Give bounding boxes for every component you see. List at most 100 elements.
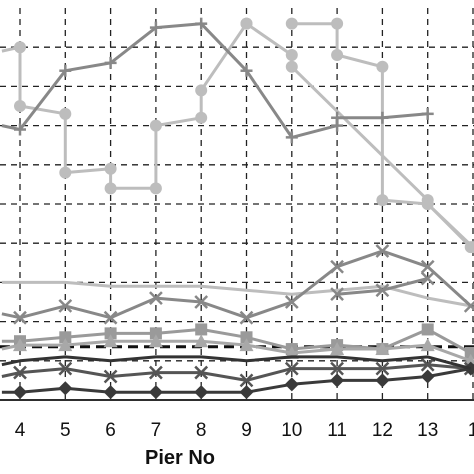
x-tick-label: 1	[468, 420, 474, 441]
data-point-plus	[376, 111, 389, 124]
series-9	[1, 361, 474, 400]
data-point-plus	[14, 123, 26, 136]
x-stroke-2	[420, 357, 435, 372]
series-group	[1, 17, 474, 400]
data-point-x	[420, 271, 435, 286]
x-stroke-2	[149, 291, 163, 305]
data-point-diamond	[58, 381, 73, 396]
data-point-diamond	[420, 369, 435, 384]
x-tick-label: 7	[151, 420, 162, 441]
data-point-diamond	[13, 385, 27, 400]
data-point-circle	[195, 111, 208, 124]
x-stroke-2	[194, 365, 209, 380]
x-stroke-2	[330, 259, 344, 274]
x-stroke-2	[103, 369, 118, 384]
series-line	[1, 367, 471, 394]
data-point-square	[59, 331, 72, 344]
series-7	[1, 334, 474, 367]
x-stroke-2	[239, 373, 254, 388]
data-point-x	[420, 357, 435, 372]
x-stroke-2	[13, 310, 27, 325]
data-point-x	[375, 244, 390, 258]
data-point-diamond	[148, 385, 163, 400]
data-point-x	[103, 369, 118, 384]
data-point-circle	[14, 100, 26, 112]
data-point-circle	[376, 60, 389, 73]
data-point-circle	[195, 84, 208, 97]
series-1	[285, 17, 474, 254]
data-point-plus	[285, 131, 298, 144]
x-stroke-2	[58, 361, 73, 376]
x-stroke-2	[375, 244, 390, 258]
data-point-circle	[14, 41, 26, 54]
data-point-x	[375, 361, 390, 376]
x-ticks: 4 5 6 7 8 9 10 11 12 13 1	[15, 420, 474, 441]
x-tick-label: 11	[327, 420, 347, 441]
x-tick-label: 10	[281, 420, 302, 441]
series-line	[291, 22, 472, 249]
series-line	[1, 22, 428, 139]
data-point-diamond	[194, 385, 209, 400]
series-line	[1, 339, 472, 363]
data-point-x	[103, 310, 118, 325]
data-point-x	[330, 287, 344, 302]
data-point-plus	[331, 111, 344, 124]
data-point-plus	[421, 107, 434, 120]
data-point-x	[330, 259, 344, 274]
data-point-x	[239, 373, 254, 388]
x-stroke-2	[13, 365, 27, 380]
data-point-plus	[149, 21, 162, 34]
x-stroke-2	[239, 310, 254, 325]
x-tick-label: 4	[15, 420, 26, 441]
data-point-triangle	[148, 334, 163, 348]
data-point-circle	[331, 17, 344, 30]
data-point-circle	[285, 49, 298, 62]
data-point-circle	[240, 17, 253, 30]
data-point-x	[463, 299, 474, 313]
series-2	[1, 17, 434, 144]
data-point-x	[149, 291, 163, 305]
data-point-circle	[464, 241, 474, 254]
data-point-square	[195, 323, 208, 336]
x-stroke-2	[284, 361, 299, 376]
data-point-x	[420, 259, 435, 274]
data-point-square	[149, 327, 162, 340]
data-point-square	[104, 327, 117, 340]
series-line	[1, 363, 471, 382]
data-point-diamond	[330, 373, 345, 388]
data-point-diamond	[103, 385, 118, 400]
x-stroke-2	[375, 361, 390, 376]
data-point-circle	[104, 182, 117, 195]
data-point-x	[13, 365, 27, 380]
series-6	[1, 323, 474, 359]
data-point-x	[194, 365, 209, 380]
data-point-circle	[149, 119, 162, 132]
series-8	[1, 357, 474, 388]
data-point-diamond	[239, 385, 254, 400]
series-line	[1, 355, 472, 371]
data-point-plus	[195, 17, 208, 30]
x-stroke-2	[58, 299, 73, 313]
data-point-x	[330, 361, 344, 376]
x-stroke-2	[463, 300, 474, 313]
x-axis-label: Pier No	[145, 447, 215, 469]
data-point-circle	[59, 166, 72, 179]
data-point-triangle	[194, 334, 209, 348]
data-point-triangle	[375, 342, 390, 356]
series-10	[1, 355, 472, 371]
x-stroke-2	[330, 361, 344, 376]
data-point-triangle	[103, 334, 118, 348]
data-point-square	[421, 323, 434, 336]
x-tick-label: 5	[60, 420, 71, 441]
x-tick-label: 9	[241, 420, 252, 441]
x-stroke-2	[194, 295, 209, 309]
data-point-circle	[104, 162, 117, 175]
data-point-x	[58, 299, 73, 313]
data-point-circle	[376, 194, 389, 207]
data-point-diamond	[284, 377, 299, 392]
x-tick-label: 12	[372, 420, 393, 441]
x-stroke-2	[375, 283, 390, 298]
x-tick-label: 6	[105, 420, 116, 441]
data-point-x	[375, 283, 390, 298]
